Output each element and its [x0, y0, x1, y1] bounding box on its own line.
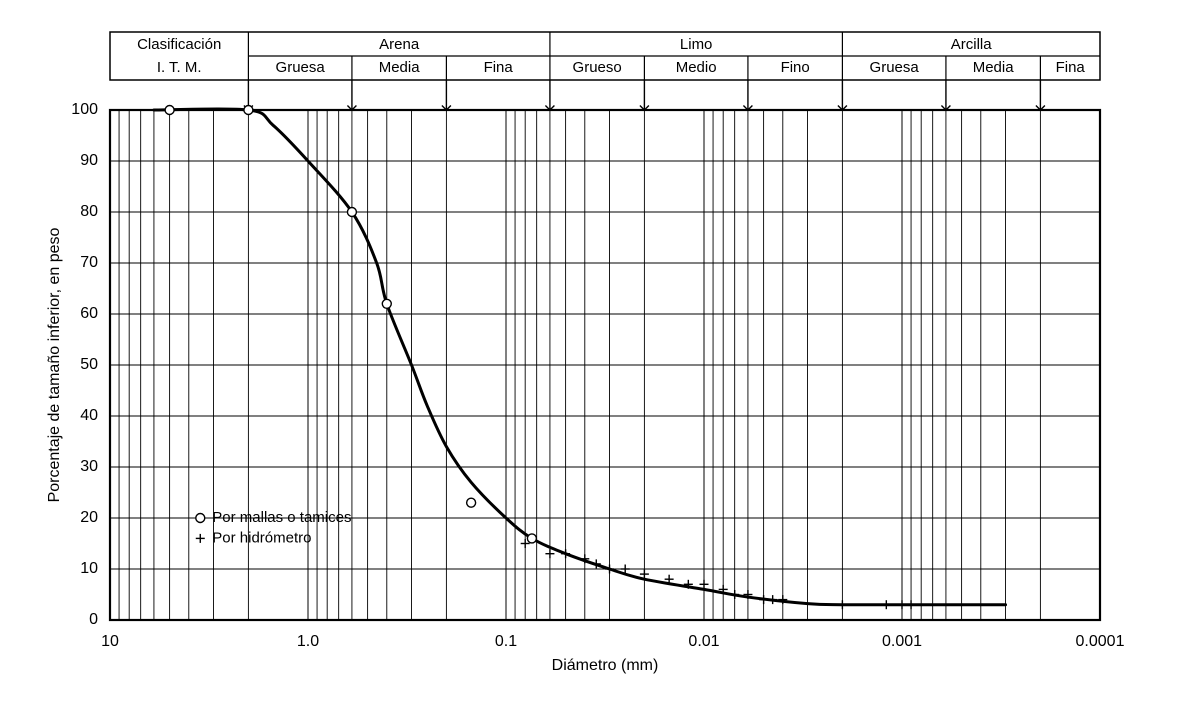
- svg-text:Fino: Fino: [781, 59, 810, 76]
- sieve-point: [527, 534, 536, 543]
- svg-text:Fina: Fina: [1056, 59, 1086, 76]
- svg-text:20: 20: [80, 509, 98, 526]
- svg-text:Limo: Limo: [680, 36, 713, 53]
- svg-text:Grueso: Grueso: [573, 59, 622, 76]
- legend-label: Por mallas o tamices: [212, 509, 351, 526]
- x-tick-label: 10: [101, 633, 119, 650]
- x-tick-label: 0.01: [688, 633, 719, 650]
- svg-text:Media: Media: [379, 59, 421, 76]
- svg-text:0: 0: [89, 611, 98, 628]
- svg-text:Clasificación: Clasificación: [137, 36, 221, 53]
- svg-text:40: 40: [80, 407, 98, 424]
- svg-text:10: 10: [80, 560, 98, 577]
- svg-text:Arena: Arena: [379, 36, 420, 53]
- svg-text:80: 80: [80, 203, 98, 220]
- svg-text:70: 70: [80, 254, 98, 271]
- svg-text:60: 60: [80, 305, 98, 322]
- legend-label: Por hidrómetro: [212, 529, 311, 546]
- svg-text:30: 30: [80, 458, 98, 475]
- svg-text:Gruesa: Gruesa: [870, 59, 920, 76]
- sieve-point: [244, 106, 253, 115]
- sieve-point: [347, 208, 356, 217]
- x-tick-label: 0.0001: [1076, 633, 1125, 650]
- svg-text:Fina: Fina: [484, 59, 514, 76]
- svg-text:I. T. M.: I. T. M.: [157, 59, 202, 76]
- svg-text:Arcilla: Arcilla: [951, 36, 992, 53]
- sieve-point: [467, 498, 476, 507]
- svg-text:100: 100: [71, 101, 98, 118]
- grain-size-chart: 0102030405060708090100Porcentaje de tama…: [0, 0, 1200, 709]
- svg-text:Gruesa: Gruesa: [276, 59, 326, 76]
- svg-text:Media: Media: [973, 59, 1015, 76]
- x-axis-label: Diámetro (mm): [552, 657, 659, 674]
- sieve-point: [165, 106, 174, 115]
- x-tick-label: 0.001: [882, 633, 922, 650]
- svg-text:90: 90: [80, 152, 98, 169]
- svg-text:Medio: Medio: [676, 59, 717, 76]
- sieve-point: [382, 299, 391, 308]
- x-tick-label: 0.1: [495, 633, 517, 650]
- x-tick-label: 1.0: [297, 633, 319, 650]
- y-axis-label: Porcentaje de tamaño inferior, en peso: [46, 227, 63, 502]
- svg-text:50: 50: [80, 356, 98, 373]
- legend-circle-icon: [196, 514, 205, 523]
